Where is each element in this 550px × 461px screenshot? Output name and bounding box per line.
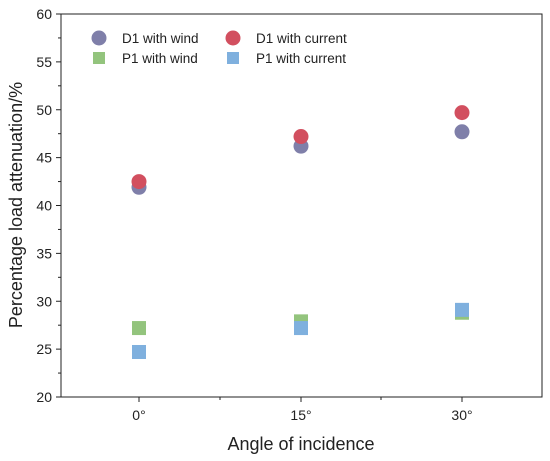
y-tick-label: 55 <box>36 54 52 70</box>
data-point <box>293 129 309 145</box>
legend-label: P1 with wind <box>122 51 198 66</box>
y-tick-label: 50 <box>36 102 52 118</box>
x-tick-label: 30° <box>451 407 472 423</box>
y-axis-ticks: 20 25 30 35 40 45 50 55 60 <box>36 6 61 405</box>
data-point <box>454 105 470 121</box>
data-point <box>132 344 146 359</box>
legend: D1 with wind D1 with current P1 with wind P… <box>91 30 347 66</box>
plot-frame <box>60 13 543 398</box>
legend-marker <box>91 30 107 46</box>
x-axis-title: Angle of incidence <box>227 434 374 454</box>
legend-label: D1 with current <box>256 31 347 46</box>
data-point <box>132 321 146 336</box>
legend-marker <box>93 52 105 64</box>
data-point <box>455 302 469 317</box>
y-axis-title: Percentage load attenuation/% <box>6 82 26 328</box>
y-tick-label: 30 <box>36 293 52 309</box>
x-tick-label: 0° <box>132 407 145 423</box>
legend-label: P1 with current <box>256 51 346 66</box>
data-point <box>131 174 147 190</box>
data-point <box>454 124 470 140</box>
y-tick-label: 40 <box>36 198 52 214</box>
y-tick-label: 45 <box>36 150 52 166</box>
x-axis-ticks: 0° 15° 30° <box>132 397 473 423</box>
y-tick-label: 20 <box>36 389 52 405</box>
y-tick-label: 25 <box>36 341 52 357</box>
data-point <box>294 321 308 336</box>
legend-marker <box>225 30 241 46</box>
legend-label: D1 with wind <box>122 31 199 46</box>
x-tick-label: 15° <box>290 407 311 423</box>
legend-marker <box>227 52 239 64</box>
y-tick-label: 60 <box>36 6 52 22</box>
data-points <box>131 105 470 359</box>
y-tick-label: 35 <box>36 245 52 261</box>
